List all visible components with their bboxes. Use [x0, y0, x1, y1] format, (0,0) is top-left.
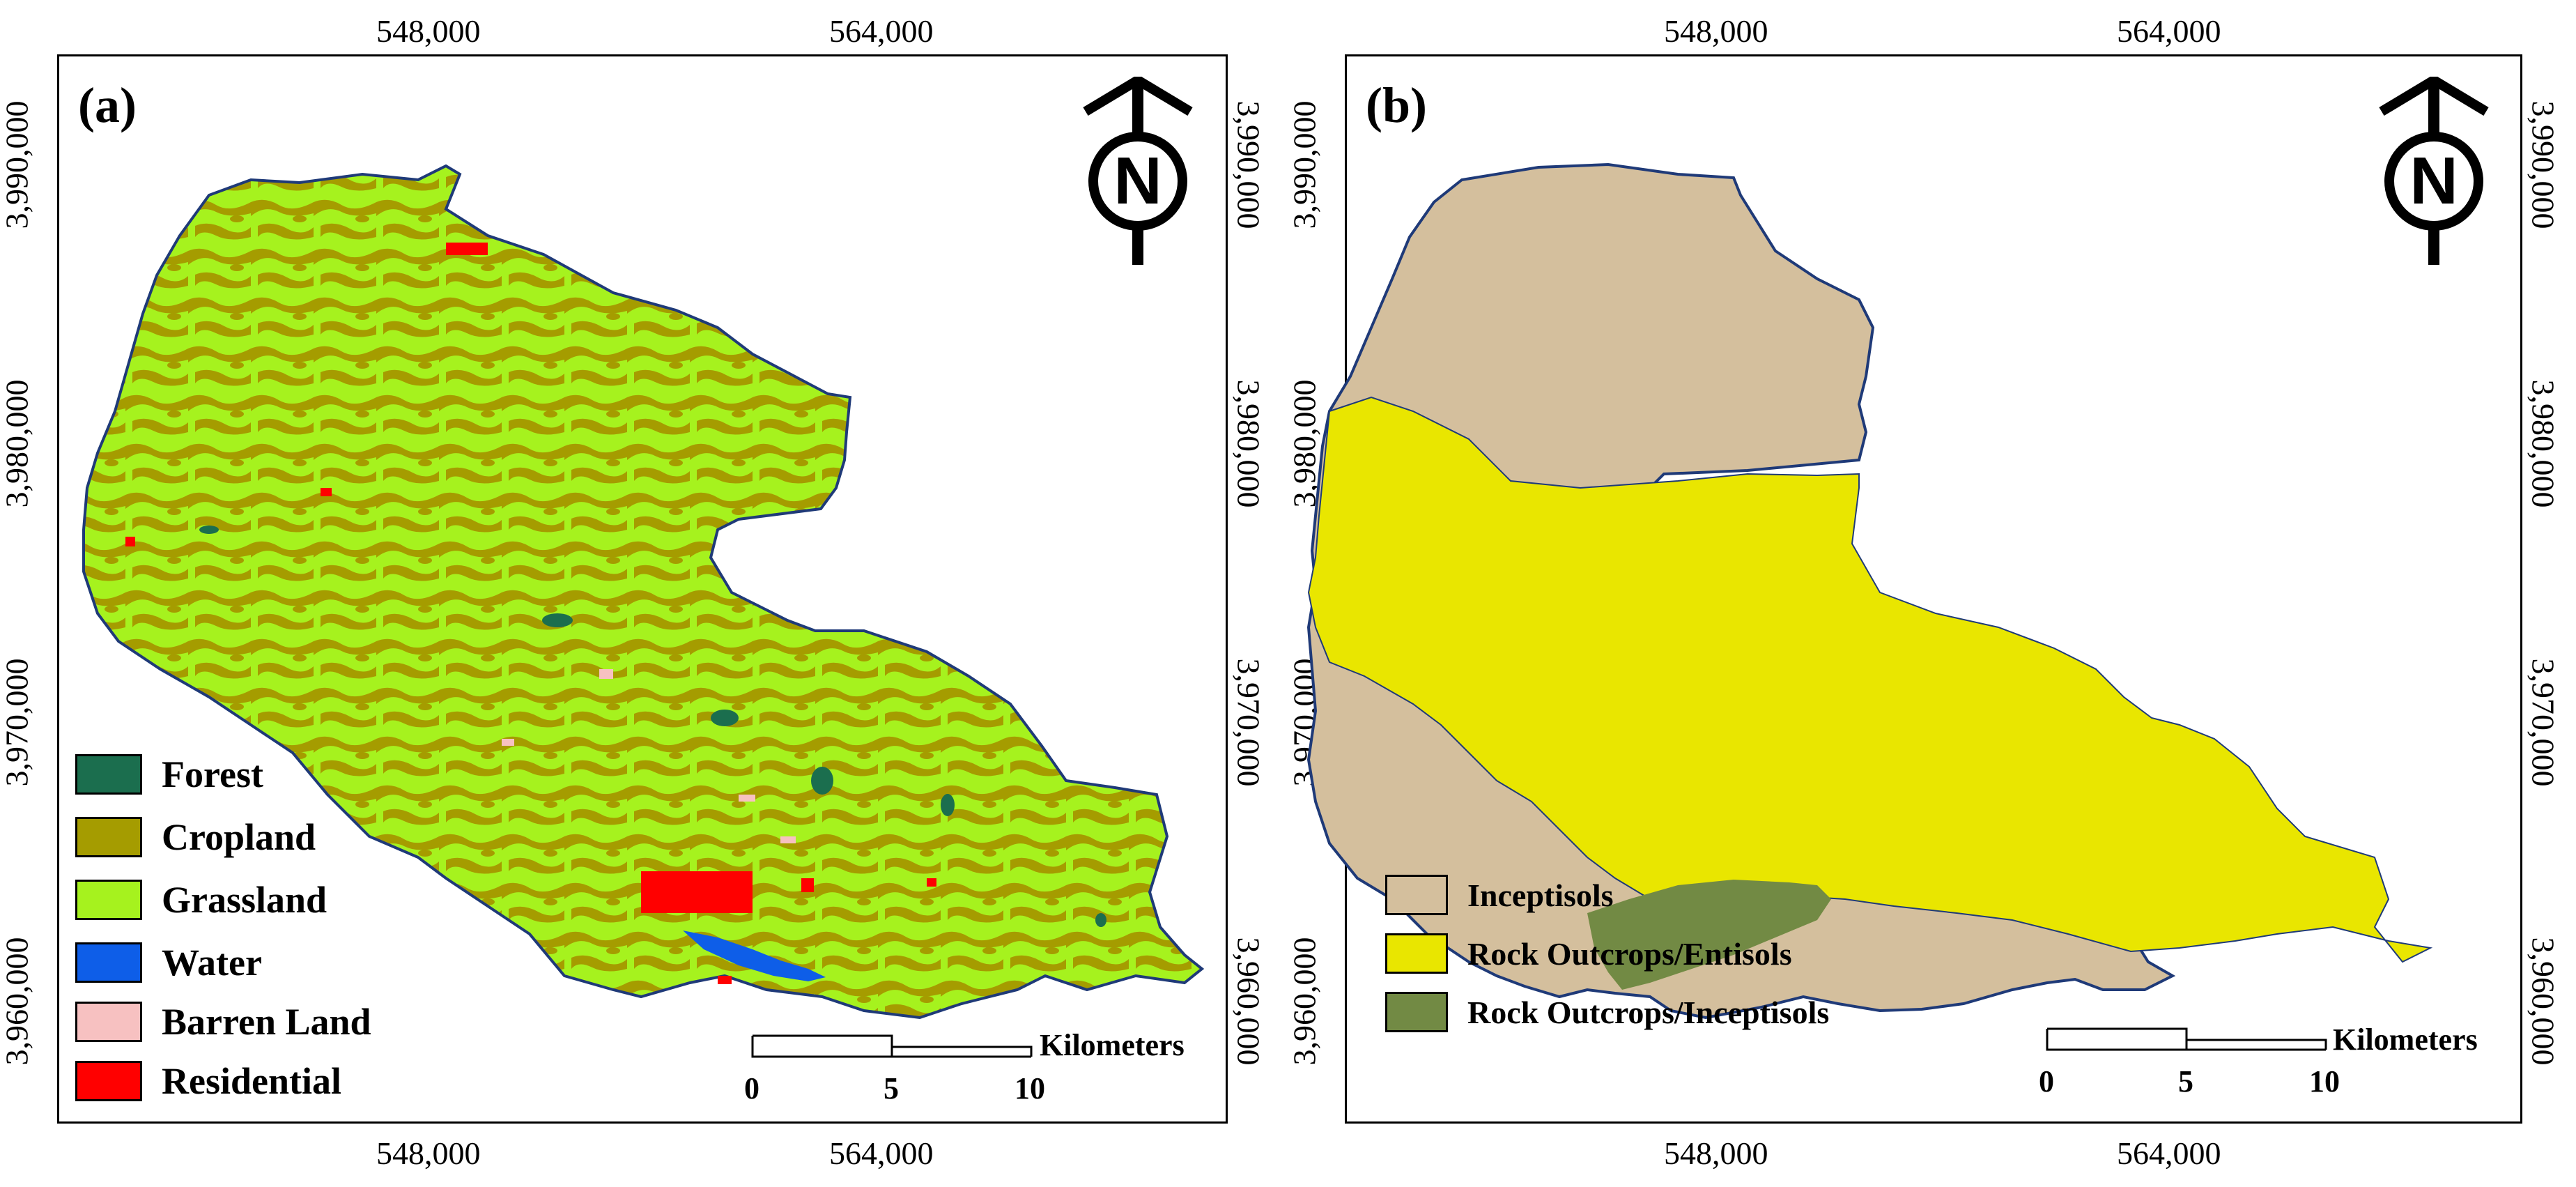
x-tick-top-1-b: 548,000: [1664, 13, 1768, 49]
panel-label-b: (b): [1366, 77, 1427, 133]
barren-patches: [502, 669, 796, 843]
legend-a: Forest Cropland Grassland Water Barren L…: [75, 753, 438, 1115]
legend-label-residential: Residential: [162, 1060, 342, 1102]
grassland-swatch: [75, 880, 142, 920]
legend-b: Inceptisols Rock Outcrops/Entisols Rock …: [1385, 875, 1915, 1049]
scale-unit-b: Kilometers: [2333, 1023, 2478, 1057]
x-tick-bottom-1: 548,000: [376, 1135, 481, 1171]
legend-label-rock-inceptisols: Rock Outcrops/Inceptisols: [1467, 994, 1830, 1030]
scale-tick-a-0: 0: [744, 1071, 759, 1105]
legend-label-barren: Barren Land: [162, 1001, 371, 1043]
scale-bar-a: Kilometers 0 5 10: [744, 1028, 1233, 1108]
inceptisols-rock-zone: [1587, 880, 1831, 990]
cropland-swatch: [75, 817, 142, 857]
inceptisols-swatch: [1385, 875, 1448, 915]
scale-tick-b-10: 10: [2309, 1064, 2340, 1098]
legend-item-water: Water: [75, 941, 262, 984]
barren-swatch: [75, 1002, 142, 1042]
legend-item-cropland: Cropland: [75, 815, 316, 859]
watershed-boundary-a: [82, 164, 1205, 1020]
x-tick-top-1: 548,000: [376, 13, 481, 49]
legend-item-rock-inceptisols: Rock Outcrops/Inceptisols: [1385, 992, 1829, 1032]
residential-swatch: [75, 1061, 142, 1101]
north-arrow-a: N: [1079, 77, 1197, 272]
forest-patches: [199, 526, 1106, 927]
legend-item-inceptisols: Inceptisols: [1385, 875, 1614, 915]
north-letter-a: N: [1113, 144, 1162, 218]
entisols-zone: [1307, 396, 2433, 963]
scale-tick-b-0: 0: [2039, 1064, 2054, 1098]
scale-bar-b: Kilometers 0 5 10: [2039, 1023, 2528, 1101]
residential-patches: [125, 243, 936, 984]
legend-label-cropland: Cropland: [162, 816, 316, 858]
legend-label-inceptisols: Inceptisols: [1467, 877, 1614, 913]
x-tick-bottom-2-b: 564,000: [2117, 1135, 2221, 1171]
legend-label-forest: Forest: [162, 753, 263, 795]
legend-label-entisols: Rock Outcrops/Entisols: [1467, 935, 1792, 972]
scale-bar-graphic-a: [751, 1034, 1033, 1058]
panel-label-a: (a): [78, 77, 137, 133]
legend-item-residential: Residential: [75, 1059, 341, 1103]
scale-tick-b-5: 5: [2178, 1064, 2193, 1098]
scale-bar-graphic-b: [2046, 1027, 2327, 1051]
scale-tick-a-5: 5: [884, 1071, 899, 1105]
forest-swatch: [75, 754, 142, 795]
x-tick-top-2-b: 564,000: [2117, 13, 2221, 49]
legend-label-water: Water: [162, 942, 262, 983]
north-letter-b: N: [2409, 144, 2458, 218]
x-tick-bottom-1-b: 548,000: [1664, 1135, 1768, 1171]
north-arrow-b: N: [2375, 77, 2493, 272]
panel-b: 548,000 564,000 548,000 564,000 3,990,00…: [1287, 0, 2576, 1187]
legend-item-grassland: Grassland: [75, 878, 327, 921]
entisols-swatch: [1385, 933, 1448, 974]
water-swatch: [75, 942, 142, 983]
water-reservoir: [683, 931, 826, 981]
rock-inceptisols-swatch: [1385, 992, 1448, 1032]
legend-item-barren: Barren Land: [75, 1000, 371, 1043]
x-tick-top-2: 564,000: [829, 13, 934, 49]
landuse-map: [82, 164, 1205, 1020]
legend-item-forest: Forest: [75, 753, 263, 796]
legend-label-grassland: Grassland: [162, 879, 327, 921]
x-tick-bottom-2: 564,000: [829, 1135, 934, 1171]
legend-item-entisols: Rock Outcrops/Entisols: [1385, 933, 1792, 974]
scale-unit-a: Kilometers: [1040, 1028, 1185, 1062]
panel-a: 548,000 564,000 548,000 564,000 3,990,00…: [0, 13, 1267, 1171]
scale-tick-a-10: 10: [1015, 1071, 1045, 1105]
soil-map: [1306, 162, 2433, 1020]
